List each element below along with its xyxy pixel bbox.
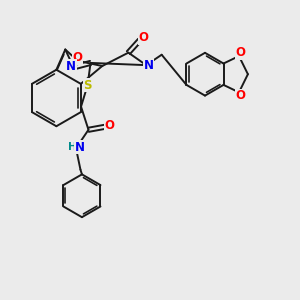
Text: S: S xyxy=(83,79,92,92)
Text: N: N xyxy=(75,140,85,154)
Text: N: N xyxy=(66,60,76,73)
Text: O: O xyxy=(138,31,148,44)
Text: H: H xyxy=(68,142,76,152)
Text: O: O xyxy=(236,89,245,102)
Text: O: O xyxy=(236,46,245,59)
Text: N: N xyxy=(144,58,154,72)
Text: O: O xyxy=(105,119,115,132)
Text: O: O xyxy=(73,51,83,64)
